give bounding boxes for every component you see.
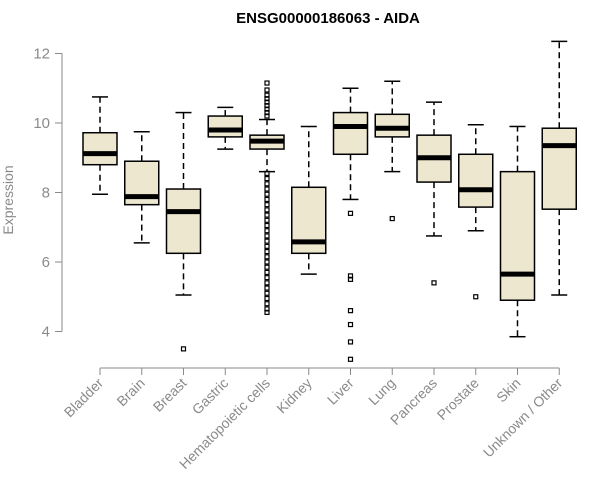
iqr-box	[207, 115, 243, 138]
x-tick-label: Lung	[365, 375, 398, 408]
box-group	[207, 106, 243, 150]
x-tick-label: Skin	[493, 375, 524, 406]
outlier-point	[264, 238, 270, 244]
outlier-point	[264, 181, 270, 187]
y-axis: 4 6 8 10 12	[33, 46, 63, 341]
y-tick-label: 4	[42, 324, 50, 341]
outlier-point	[264, 202, 270, 208]
box-group	[374, 80, 410, 222]
outlier-point	[264, 170, 270, 176]
outlier-point	[264, 222, 270, 229]
box-group	[332, 87, 369, 362]
outlier-point	[264, 254, 270, 260]
iqr-box	[499, 170, 536, 301]
y-axis-label: Expression	[0, 165, 16, 234]
y-tick-label: 8	[42, 185, 50, 202]
box-group	[499, 125, 536, 338]
outlier-point	[264, 176, 270, 182]
y-tick-label: 12	[33, 46, 50, 63]
outlier-point	[264, 217, 270, 223]
outlier-point	[264, 243, 270, 249]
outlier-point	[264, 280, 270, 286]
plot-area	[82, 40, 577, 362]
y-tick-label: 6	[42, 254, 50, 271]
outlier-point	[264, 264, 270, 270]
outlier-point	[264, 191, 270, 197]
box-group	[82, 96, 118, 195]
outlier-point	[264, 259, 270, 265]
outlier-point	[264, 233, 270, 239]
iqr-box	[374, 113, 410, 138]
outlier-point	[389, 215, 395, 222]
outlier-point	[264, 275, 270, 281]
x-tick-label: Unknown / Other	[480, 375, 566, 461]
x-tick-label: Liver	[324, 375, 357, 408]
x-tick-label: Brain	[113, 375, 147, 409]
outlier-point	[264, 207, 270, 213]
outlier-point	[264, 248, 270, 255]
outlier-point	[264, 309, 270, 315]
outlier-point	[264, 186, 270, 192]
x-tick-label: Breast	[150, 375, 190, 415]
outlier-point	[264, 80, 270, 86]
outlier-point	[347, 308, 354, 314]
box-group	[291, 125, 327, 275]
box-group	[249, 80, 285, 315]
iqr-box	[541, 127, 577, 210]
y-tick-label: 10	[33, 115, 50, 132]
outlier-point	[180, 346, 187, 352]
outlier-point	[264, 113, 270, 119]
iqr-box	[332, 111, 369, 156]
box-group	[458, 123, 494, 300]
outlier-point	[431, 280, 437, 286]
outlier-point	[347, 276, 354, 282]
outlier-point	[264, 87, 270, 93]
iqr-box	[165, 188, 202, 255]
x-tick-label: Prostate	[434, 375, 482, 423]
iqr-box	[458, 153, 494, 208]
outlier-point	[264, 290, 270, 296]
box-group	[165, 111, 202, 352]
outlier-point	[264, 228, 270, 234]
outlier-point	[264, 285, 270, 291]
outlier-point	[264, 269, 270, 276]
x-tick-label: Kidney	[273, 375, 315, 417]
outlier-point	[347, 356, 354, 362]
box-group	[541, 40, 577, 296]
outlier-point	[473, 294, 479, 300]
outlier-point	[347, 321, 354, 328]
outlier-point	[264, 212, 270, 218]
outlier-point	[264, 196, 270, 203]
chart-title: ENSG00000186063 - AIDA	[236, 10, 420, 27]
outlier-point	[264, 295, 270, 302]
box-group	[124, 130, 160, 244]
x-tick-label: Bladder	[61, 375, 107, 421]
outlier-point	[347, 339, 354, 345]
box-group	[416, 101, 452, 286]
iqr-box	[82, 131, 118, 166]
outlier-point	[347, 210, 354, 216]
outlier-point	[264, 301, 270, 307]
